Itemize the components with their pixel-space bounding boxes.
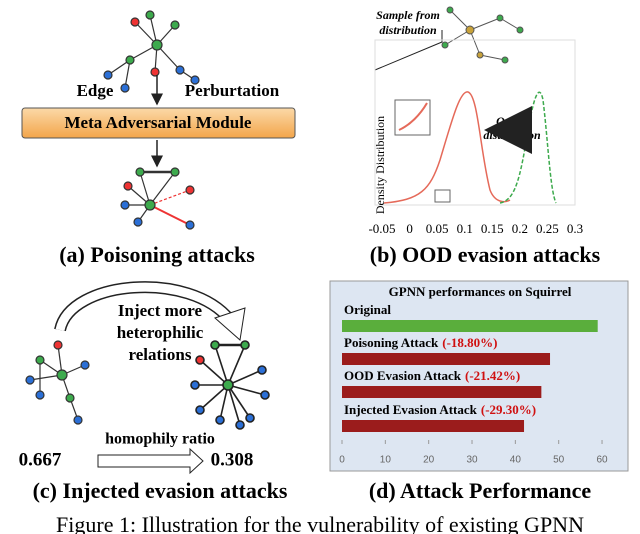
perturbation-label: Perburtation bbox=[185, 81, 280, 100]
bar bbox=[342, 386, 542, 398]
x-tick-label: 0.3 bbox=[567, 221, 583, 236]
inset-curve bbox=[398, 102, 428, 131]
module-box bbox=[21, 107, 296, 139]
graph-c-left bbox=[25, 340, 90, 425]
graph-a-bottom bbox=[120, 167, 195, 230]
y-axis-label: Density Distribution bbox=[373, 116, 387, 214]
pointer bbox=[374, 30, 443, 71]
x-tick-label: 0.15 bbox=[481, 221, 504, 236]
x-tick-label: 0.05 bbox=[426, 221, 449, 236]
x-tick-label: 30 bbox=[466, 455, 478, 466]
annotation: Inject more bbox=[118, 301, 203, 320]
plot-frame bbox=[374, 39, 576, 206]
value-label: (-18.80%) bbox=[442, 335, 497, 350]
module-label: Meta Adversarial Module bbox=[65, 113, 252, 132]
bar-label: Poisoning Attack (-18.80%) bbox=[344, 335, 498, 350]
bar-label: Original bbox=[344, 302, 391, 317]
annotation: relations bbox=[129, 345, 192, 364]
annotation: distribution bbox=[379, 23, 437, 37]
x-tick-label: 20 bbox=[423, 455, 435, 466]
bar-label: OOD Evasion Attack (-21.42%) bbox=[344, 368, 520, 383]
x-tick-label: 0 bbox=[406, 221, 413, 236]
x-tick-label: 40 bbox=[510, 455, 522, 466]
value-label: (-29.30%) bbox=[481, 402, 536, 417]
x-tick-label: 0.25 bbox=[536, 221, 559, 236]
bar bbox=[342, 420, 525, 432]
category-label: OOD Evasion Attack bbox=[344, 368, 462, 383]
curve bbox=[383, 91, 511, 204]
ratio-after: 0.308 bbox=[211, 449, 254, 470]
x-tick-label: 10 bbox=[380, 455, 392, 466]
graph-b bbox=[441, 6, 524, 64]
curved-arrow bbox=[55, 282, 234, 332]
ratio-label: homophily ratio bbox=[105, 431, 215, 448]
annotation: heterophilic bbox=[117, 323, 204, 342]
chart-frame bbox=[329, 280, 629, 472]
panel-caption: (a) Poisoning attacks bbox=[59, 242, 255, 267]
zoom-box bbox=[434, 189, 451, 203]
arrow-head bbox=[214, 307, 246, 341]
panel-caption: (c) Injected evasion attacks bbox=[33, 478, 288, 503]
x-tick-label: 0 bbox=[339, 455, 345, 466]
figure-caption: Figure 1: Illustration for the vulnerabi… bbox=[56, 512, 584, 534]
x-tick-label: 0.1 bbox=[457, 221, 473, 236]
panel-caption: (d) Attack Performance bbox=[369, 478, 592, 503]
panel-caption: (b) OOD evasion attacks bbox=[370, 242, 601, 267]
annotation: Sample from bbox=[376, 8, 440, 22]
x-tick-label: 60 bbox=[596, 455, 608, 466]
category-label: Injected Evasion Attack bbox=[344, 402, 478, 417]
ratio-before: 0.667 bbox=[19, 449, 62, 470]
graph-a-top bbox=[103, 10, 200, 93]
arrow bbox=[97, 447, 204, 475]
chart-title: GPNN performances on Squirrel bbox=[389, 284, 572, 299]
x-tick-label: -0.05 bbox=[368, 221, 395, 236]
category-label: Poisoning Attack bbox=[344, 335, 439, 350]
category-label: Original bbox=[344, 302, 391, 317]
graph-c-right bbox=[190, 340, 270, 430]
annotation: Out of bbox=[496, 114, 529, 128]
edge-label: Edge bbox=[77, 81, 114, 100]
bar bbox=[342, 320, 598, 332]
x-tick-label: 50 bbox=[553, 455, 565, 466]
x-tick-label: 0.2 bbox=[512, 221, 528, 236]
curve bbox=[499, 91, 557, 204]
value-label: (-21.42%) bbox=[465, 368, 520, 383]
bar-label: Injected Evasion Attack (-29.30%) bbox=[344, 402, 536, 417]
bar bbox=[342, 353, 551, 365]
